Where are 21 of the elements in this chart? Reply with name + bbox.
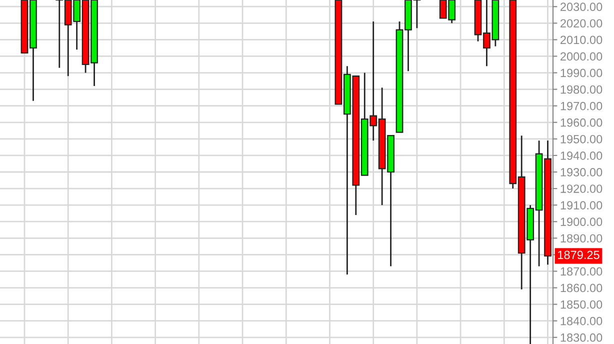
y-tick-label: 2030.00 (560, 2, 602, 12)
y-tick-label: 1950.00 (560, 134, 602, 144)
y-tick-label: 1940.00 (560, 151, 602, 160)
y-tick-label: 2000.00 (560, 52, 602, 61)
y-tick-label: 1980.00 (560, 85, 602, 94)
y-tick-label: 1930.00 (560, 168, 602, 176)
y-tick-label: 1970.00 (560, 102, 602, 110)
y-tick-label: 1900.00 (560, 218, 602, 226)
y-tick-label: 1960.00 (560, 118, 602, 127)
y-tick-label: 1990.00 (560, 68, 602, 78)
y-tick-label: 1890.00 (560, 234, 602, 243)
y-tick-label: 1910.00 (560, 201, 602, 210)
text: 1879.25 (558, 250, 600, 260)
y-tick-label: 1920.00 (560, 184, 602, 193)
y-tick-label: 1840.00 (560, 316, 602, 326)
y-tick-label: 1870.00 (560, 267, 602, 276)
y-tick-label: 1860.00 (560, 284, 602, 292)
y-tick-label: 2010.00 (560, 36, 602, 44)
y-tick-label: 2020.00 (560, 19, 602, 28)
y-tick-label: 1850.00 (560, 300, 602, 309)
y-tick-label: 1830.00 (560, 333, 602, 342)
